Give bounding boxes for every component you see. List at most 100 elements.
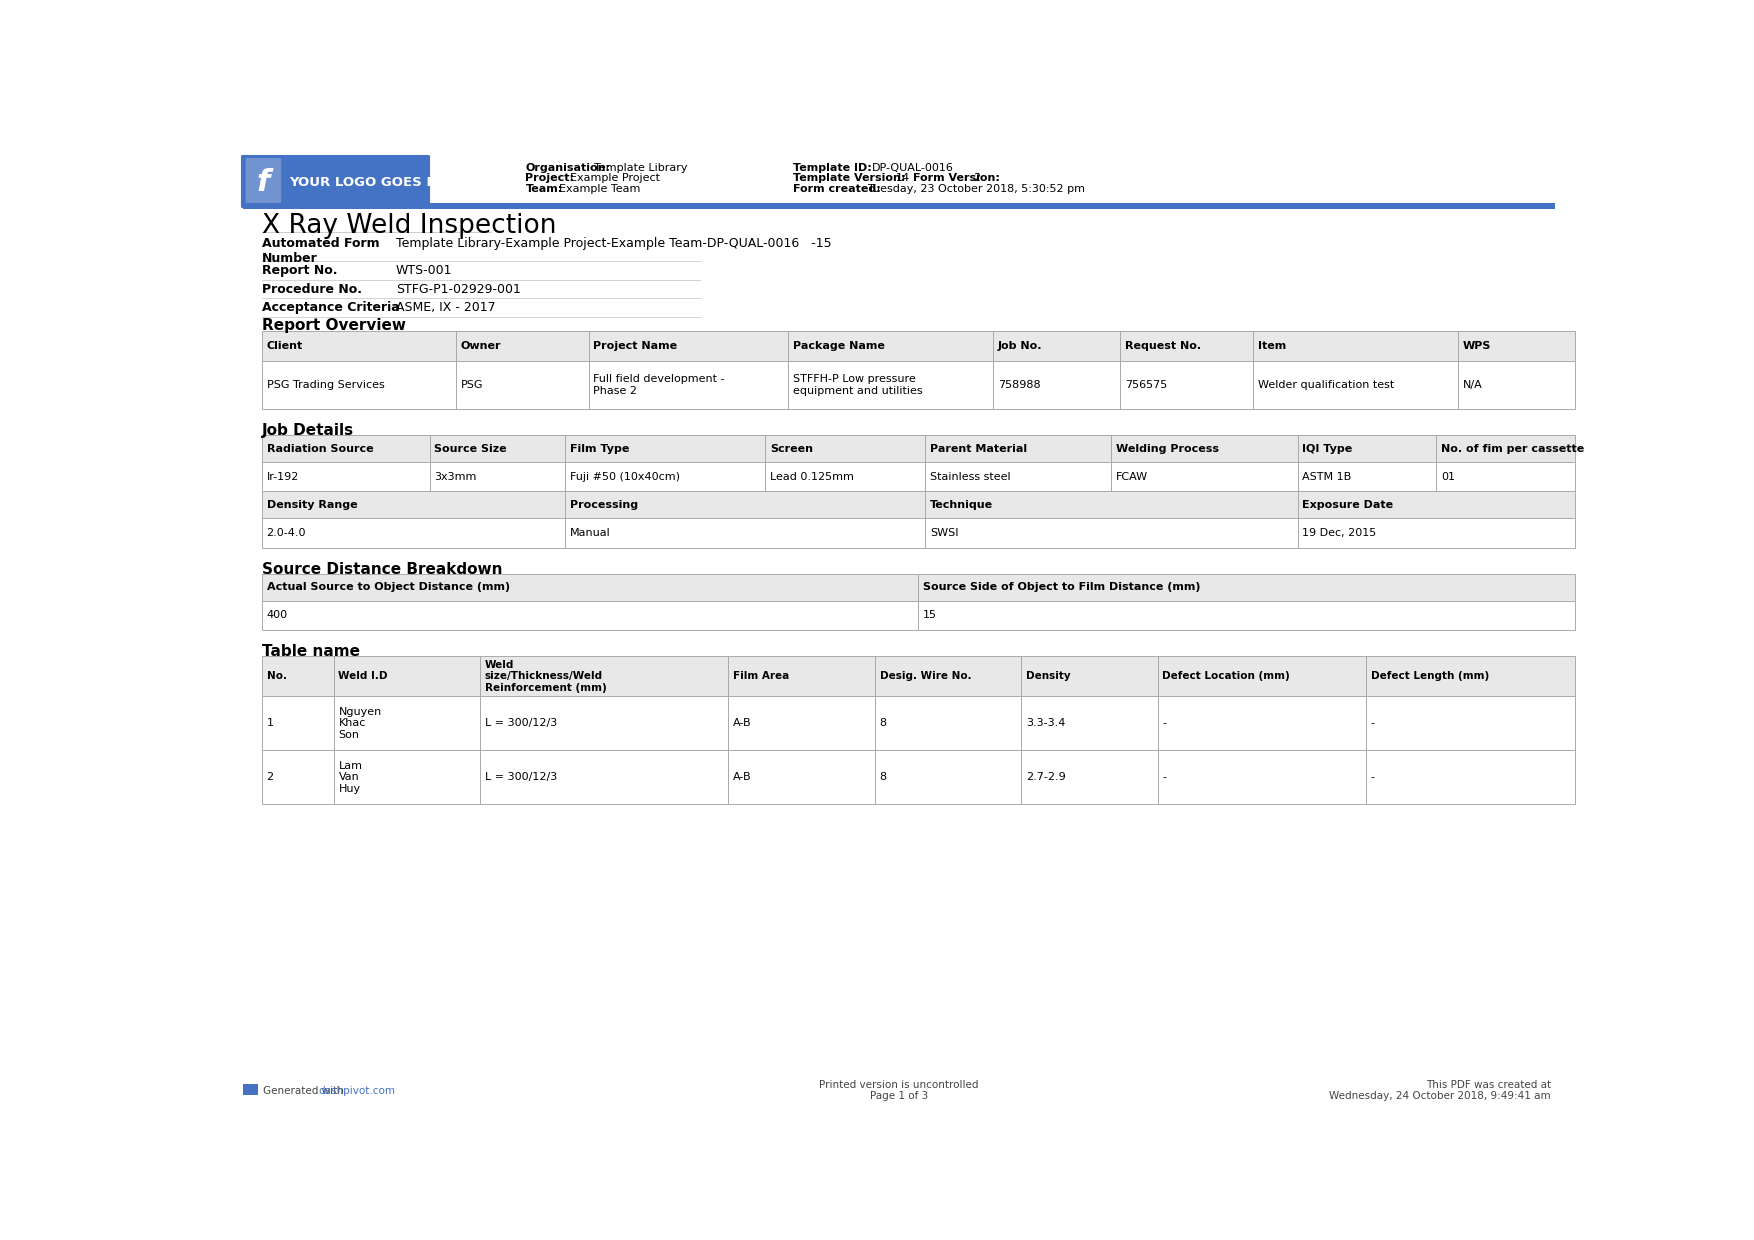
Text: Source Side of Object to Film Distance (mm): Source Side of Object to Film Distance (… bbox=[923, 583, 1200, 593]
Text: Defect Length (mm): Defect Length (mm) bbox=[1372, 671, 1489, 681]
Text: L = 300/12/3: L = 300/12/3 bbox=[484, 718, 558, 728]
Text: Example Project: Example Project bbox=[570, 174, 660, 184]
Text: Manual: Manual bbox=[570, 528, 610, 538]
Text: 19 Dec, 2015: 19 Dec, 2015 bbox=[1301, 528, 1377, 538]
Bar bbox=[261, 361, 456, 409]
Bar bbox=[728, 697, 875, 750]
Text: Exposure Date: Exposure Date bbox=[1301, 500, 1393, 510]
Bar bbox=[765, 463, 926, 491]
Text: SWSI: SWSI bbox=[930, 528, 958, 538]
Text: 01: 01 bbox=[1440, 472, 1454, 482]
Bar bbox=[456, 331, 589, 361]
Bar bbox=[875, 697, 1021, 750]
Bar bbox=[261, 331, 456, 361]
Text: DP-QUAL-0016: DP-QUAL-0016 bbox=[872, 162, 954, 172]
Text: Template ID:: Template ID: bbox=[793, 162, 872, 172]
Text: Processing: Processing bbox=[570, 500, 638, 510]
Bar bbox=[1298, 435, 1437, 463]
Text: Job Details: Job Details bbox=[261, 423, 354, 438]
Text: Ir-192: Ir-192 bbox=[267, 472, 298, 482]
Text: Printed version is uncontrolled
Page 1 of 3: Printed version is uncontrolled Page 1 o… bbox=[819, 1080, 979, 1101]
Bar bbox=[1366, 656, 1575, 697]
Text: Item: Item bbox=[1258, 341, 1286, 351]
Bar bbox=[1366, 750, 1575, 804]
Bar bbox=[1112, 435, 1298, 463]
Text: Actual Source to Object Distance (mm): Actual Source to Object Distance (mm) bbox=[267, 583, 510, 593]
Text: 3.3-3.4: 3.3-3.4 bbox=[1026, 718, 1065, 728]
Text: Source Distance Breakdown: Source Distance Breakdown bbox=[261, 562, 502, 577]
Text: 2.7-2.9: 2.7-2.9 bbox=[1026, 773, 1066, 782]
Text: L = 300/12/3: L = 300/12/3 bbox=[484, 773, 558, 782]
Text: Example Team: Example Team bbox=[560, 185, 640, 195]
Bar bbox=[1121, 331, 1254, 361]
Bar bbox=[1298, 518, 1575, 548]
Bar bbox=[430, 435, 565, 463]
Text: Team:: Team: bbox=[526, 185, 563, 195]
Bar bbox=[1298, 491, 1575, 518]
Text: -: - bbox=[1163, 718, 1166, 728]
Text: YOUR LOGO GOES HERE: YOUR LOGO GOES HERE bbox=[289, 176, 467, 190]
Bar bbox=[333, 697, 481, 750]
Text: Automated Form
Number: Automated Form Number bbox=[261, 237, 379, 264]
Text: Owner: Owner bbox=[460, 341, 502, 351]
Text: STFFH-P Low pressure
equipment and utilities: STFFH-P Low pressure equipment and utili… bbox=[793, 374, 923, 396]
Text: Request No.: Request No. bbox=[1124, 341, 1201, 351]
Bar bbox=[1366, 697, 1575, 750]
Text: Full field development -
Phase 2: Full field development - Phase 2 bbox=[593, 374, 724, 396]
Text: Table name: Table name bbox=[261, 644, 360, 658]
Bar bbox=[261, 463, 430, 491]
Text: Job No.: Job No. bbox=[998, 341, 1042, 351]
Text: -: - bbox=[1372, 718, 1375, 728]
Text: 1: 1 bbox=[267, 718, 274, 728]
Bar bbox=[919, 574, 1575, 601]
Text: Parent Material: Parent Material bbox=[930, 444, 1028, 454]
Text: Radiation Source: Radiation Source bbox=[267, 444, 374, 454]
Bar bbox=[1437, 435, 1575, 463]
Bar bbox=[1458, 331, 1575, 361]
Bar bbox=[242, 1084, 258, 1095]
Text: Acceptance Criteria: Acceptance Criteria bbox=[261, 301, 400, 314]
Bar bbox=[1298, 463, 1437, 491]
Bar bbox=[565, 463, 765, 491]
Text: Screen: Screen bbox=[770, 444, 812, 454]
Bar bbox=[1021, 697, 1158, 750]
Text: Welding Process: Welding Process bbox=[1116, 444, 1219, 454]
Text: Organisation:: Organisation: bbox=[526, 162, 610, 172]
Bar bbox=[565, 491, 926, 518]
Bar bbox=[481, 750, 728, 804]
Text: Desig. Wire No.: Desig. Wire No. bbox=[879, 671, 972, 681]
Text: Project:: Project: bbox=[526, 174, 574, 184]
Bar bbox=[765, 435, 926, 463]
Text: 2: 2 bbox=[267, 773, 274, 782]
Text: Report No.: Report No. bbox=[261, 264, 337, 278]
Text: Form created:: Form created: bbox=[793, 185, 881, 195]
Bar bbox=[788, 331, 993, 361]
Bar bbox=[919, 601, 1575, 630]
Text: 758988: 758988 bbox=[998, 381, 1040, 391]
Text: Tuesday, 23 October 2018, 5:30:52 pm: Tuesday, 23 October 2018, 5:30:52 pm bbox=[868, 185, 1086, 195]
Bar bbox=[261, 491, 565, 518]
Bar bbox=[788, 361, 993, 409]
Text: Density Range: Density Range bbox=[267, 500, 358, 510]
Bar bbox=[1437, 463, 1575, 491]
Text: Client: Client bbox=[267, 341, 303, 351]
Text: Source Size: Source Size bbox=[435, 444, 507, 454]
FancyBboxPatch shape bbox=[240, 155, 430, 208]
Bar bbox=[1112, 463, 1298, 491]
Text: Procedure No.: Procedure No. bbox=[261, 283, 361, 296]
Bar bbox=[875, 750, 1021, 804]
Bar bbox=[926, 435, 1112, 463]
Bar bbox=[1158, 697, 1366, 750]
Bar bbox=[728, 656, 875, 697]
Bar bbox=[589, 361, 788, 409]
Text: 15: 15 bbox=[923, 610, 937, 620]
Bar bbox=[481, 656, 728, 697]
Bar bbox=[565, 518, 926, 548]
Text: 756575: 756575 bbox=[1124, 381, 1168, 391]
Text: 8: 8 bbox=[879, 718, 886, 728]
Bar bbox=[333, 656, 481, 697]
Text: Template Library-Example Project-Example Team-DP-QUAL-0016   -15: Template Library-Example Project-Example… bbox=[396, 237, 831, 249]
Text: Film Area: Film Area bbox=[733, 671, 789, 681]
Text: X Ray Weld Inspection: X Ray Weld Inspection bbox=[261, 213, 556, 239]
Bar bbox=[1158, 750, 1366, 804]
